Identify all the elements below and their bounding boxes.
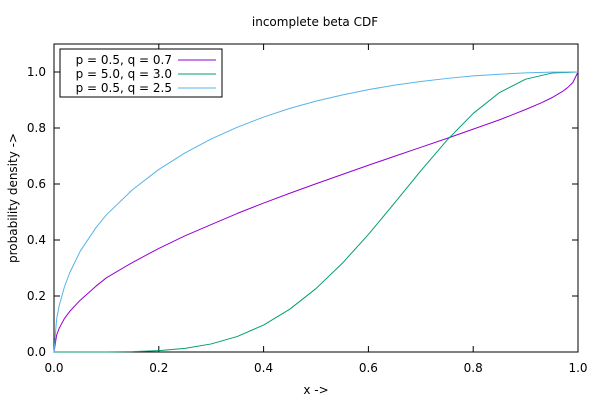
y-tick-label: 0.0	[27, 345, 46, 359]
series-line-1	[53, 71, 579, 353]
series-line-3	[53, 71, 579, 353]
x-tick-label: 1.0	[568, 361, 587, 375]
y-tick-label: 0.4	[27, 233, 46, 247]
x-tick-label: 0.4	[254, 361, 273, 375]
y-tick-label: 1.0	[27, 65, 46, 79]
x-axis: 0.0 0.2 0.4 0.6 0.8 1.0	[44, 44, 588, 375]
plot-frame	[53, 43, 579, 353]
x-tick-label: 0.6	[359, 361, 378, 375]
legend-label-1: p = 0.5, q = 0.7	[76, 53, 172, 67]
series-line-2	[53, 71, 579, 353]
y-tick-label: 0.8	[27, 121, 46, 135]
series-lines	[53, 71, 579, 353]
legend-label-3: p = 0.5, q = 2.5	[76, 81, 172, 95]
legend-box	[59, 48, 223, 98]
chart-title: incomplete beta CDF	[252, 15, 378, 29]
legend-label-2: p = 5.0, q = 3.0	[76, 67, 172, 81]
y-axis-label: probability density ->	[6, 133, 20, 263]
x-tick-label: 0.2	[149, 361, 168, 375]
y-tick-label: 0.6	[27, 177, 46, 191]
x-tick-label: 0.0	[44, 361, 63, 375]
y-axis: 0.0 0.2 0.4 0.6 0.8 1.0	[27, 65, 578, 359]
x-tick-label: 0.8	[464, 361, 483, 375]
x-axis-label: x ->	[303, 383, 328, 397]
y-tick-label: 0.2	[27, 289, 46, 303]
legend: p = 0.5, q = 0.7p = 5.0, q = 3.0p = 0.5,…	[59, 48, 223, 98]
